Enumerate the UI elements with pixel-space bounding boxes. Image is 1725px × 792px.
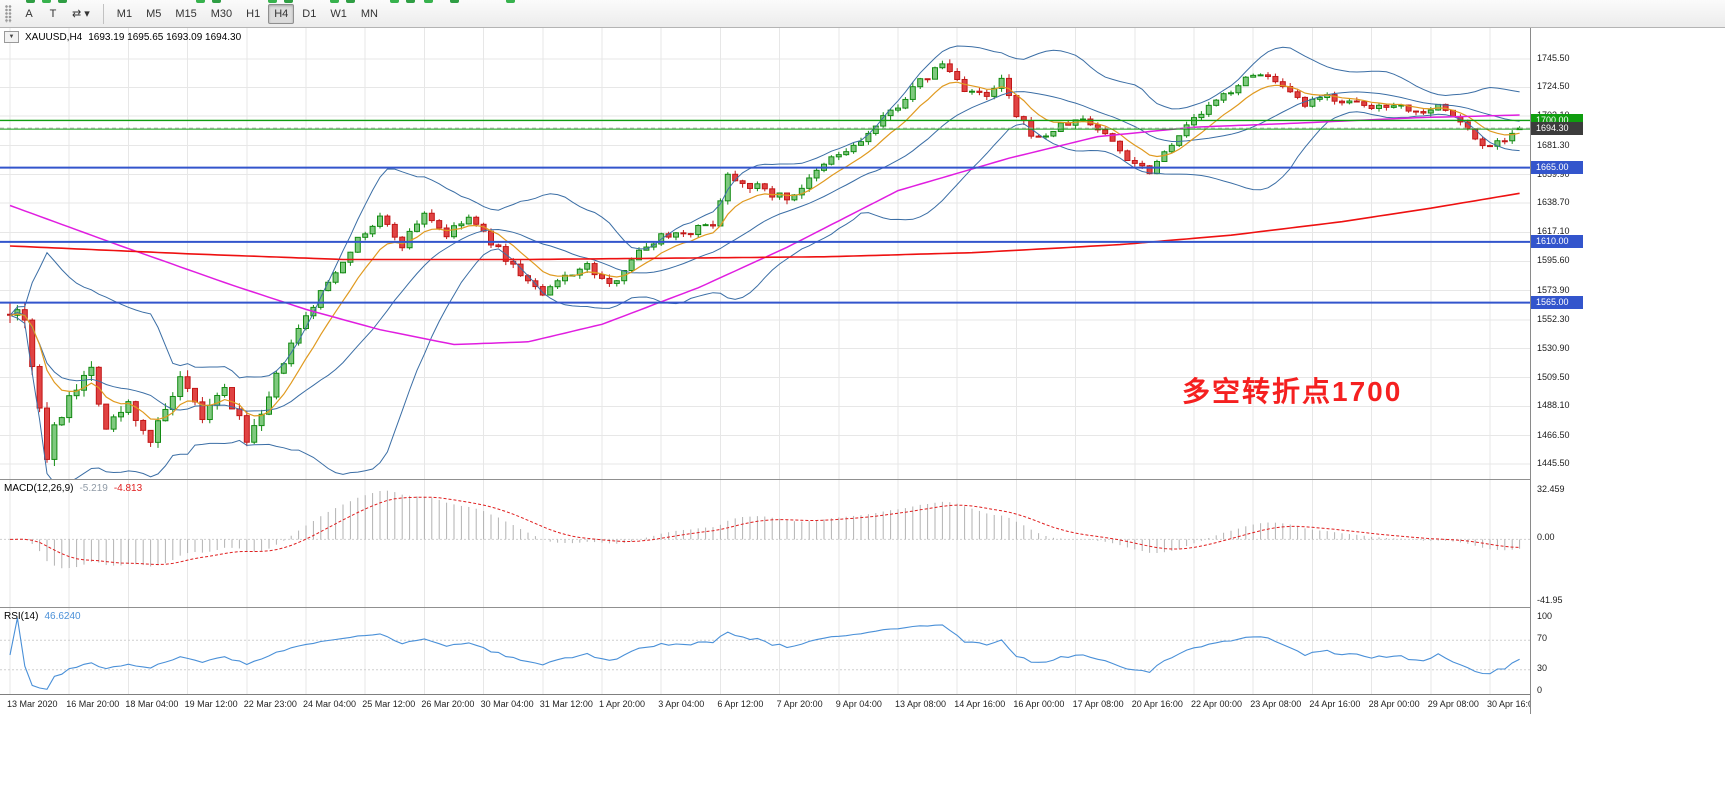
price-axis-column[interactable]: 1745.501724.501703.101681.301659.901638.… [1530,28,1725,714]
timeframe-button-h4[interactable]: H4 [268,3,295,24]
chart-header: ▼ XAUUSD,H4 1693.19 1695.65 1693.09 1694… [4,31,241,43]
time-axis-label: 24 Mar 04:00 [303,699,357,709]
time-axis-label: 29 Apr 08:00 [1427,699,1479,709]
price-axis-label: 1573.90 [1537,284,1570,295]
time-axis-label: 16 Mar 20:00 [66,699,120,709]
rsi-label: RSI(14) [4,611,39,622]
text-label-tool-button[interactable]: A [18,4,40,24]
price-axis-label: 1745.50 [1537,53,1570,63]
chart-symbol-label: XAUUSD,H4 [25,31,83,43]
rsi-header: RSI(14) 46.6240 [4,611,81,622]
time-axis-label: 30 Mar 04:00 [480,699,534,709]
time-axis-label: 19 Mar 12:00 [184,699,238,709]
macd-label: MACD(12,26,9) [4,483,74,494]
price-chart-canvas[interactable] [0,28,1530,479]
price-axis-label: 1552.30 [1537,313,1570,324]
time-axis-label: 26 Mar 20:00 [421,699,475,709]
time-axis-label: 23 Apr 08:00 [1250,699,1302,709]
price-axis-label: 1617.10 [1537,226,1570,237]
rsi-axis-label: 0 [1537,685,1543,695]
time-axis-label: 18 Mar 04:00 [125,699,179,709]
time-axis-label: 20 Apr 16:00 [1131,699,1183,709]
timeframe-button-m1[interactable]: M1 [111,4,138,24]
time-axis-label: 16 Apr 00:00 [1013,699,1065,709]
price-axis-label: 1509.50 [1537,371,1570,382]
toolbar: A T ⇄ ▾ M1 M5 M15 M30 H1 H4 D1 W1 MN [0,0,1725,28]
price-axis-label: 1530.90 [1537,342,1570,353]
time-axis-label: 30 Apr 16:00 [1487,699,1539,709]
timeframe-button-m5[interactable]: M5 [140,4,167,24]
macd-signal-value: -4.813 [113,483,143,494]
rsi-canvas[interactable] [0,608,1530,695]
macd-axis-label: 0.00 [1537,532,1555,543]
price-axis-label: 1595.60 [1537,255,1570,266]
price-axis-label: 1724.50 [1537,81,1570,92]
time-axis-label: 13 Apr 08:00 [895,699,947,709]
timeframe-button-mn[interactable]: MN [355,4,384,24]
time-axis-label: 7 Apr 20:00 [776,699,823,709]
time-axis-label: 25 Mar 12:00 [362,699,416,709]
chart-dropdown-icon[interactable]: ▼ [4,31,19,43]
macd-panel[interactable]: MACD(12,26,9) -5.219 -4.813 [0,479,1530,608]
time-axis-label: 6 Apr 12:00 [717,699,764,709]
time-axis-label: 22 Mar 23:00 [243,699,297,709]
time-axis-label: 24 Apr 16:00 [1309,699,1361,709]
rsi-axis-label: 100 [1537,611,1553,621]
time-axis[interactable]: 13 Mar 2020 16 Mar 20:00 18 Mar 04:00 19 Ma… [0,694,1538,714]
timeframe-button-h1[interactable]: H1 [240,4,266,24]
timeframe-bar: M1 M5 M15 M30 H1 H4 D1 W1 MN [110,3,385,24]
level-price-badge: 1565.00 [1531,296,1583,310]
time-axis-label: 9 Apr 04:00 [835,699,882,709]
macd-canvas[interactable] [0,480,1530,608]
toolbar-separator [102,3,104,24]
timeframe-button-d1[interactable]: D1 [296,4,322,24]
price-axis-label: 1445.50 [1537,458,1570,468]
rsi-axis-label: 70 [1537,633,1548,644]
chart-ohlc-values: 1693.19 1695.65 1693.09 1694.30 [88,31,242,43]
toolbar-grip[interactable] [5,4,12,23]
time-axis-label: 3 Apr 04:00 [658,699,705,709]
arrange-tool-button[interactable]: ⇄ ▾ [66,4,96,24]
level-price-badge: 1665.00 [1531,161,1583,175]
rsi-panel[interactable]: RSI(14) 46.6240 [0,607,1530,695]
macd-axis-label: 32.459 [1537,483,1565,494]
time-axis-label: 1 Apr 20:00 [599,699,646,709]
price-chart-panel[interactable]: ▼ XAUUSD,H4 1693.19 1695.65 1693.09 1694… [0,28,1530,479]
level-price-badge: 1610.00 [1531,235,1583,249]
timeframe-button-m30[interactable]: M30 [205,4,238,24]
macd-header: MACD(12,26,9) -5.219 -4.813 [4,483,142,494]
time-axis-label: 31 Mar 12:00 [539,699,593,709]
price-axis-label: 1466.50 [1537,429,1570,440]
macd-axis-label: -41.95 [1537,594,1563,605]
time-axis-label: 28 Apr 00:00 [1368,699,1420,709]
rsi-value: 46.6240 [44,611,81,622]
price-axis-label: 1638.70 [1537,197,1570,208]
time-axis-label: 13 Mar 2020 [7,699,58,709]
time-axis-label: 17 Apr 08:00 [1072,699,1124,709]
chart-annotation-text[interactable]: 多空转折点1700 [1182,376,1403,407]
macd-main-value: -5.219 [79,483,108,494]
price-axis-label: 1488.10 [1537,400,1570,411]
time-axis-label: 14 Apr 16:00 [954,699,1006,709]
time-axis-label: 22 Apr 00:00 [1191,699,1243,709]
price-axis-label: 1681.30 [1537,139,1570,150]
rsi-axis-label: 30 [1537,662,1548,673]
timeframe-button-w1[interactable]: W1 [324,4,353,24]
timeframe-button-m15[interactable]: M15 [169,4,202,24]
current-price-badge: 1694.30 [1531,121,1583,135]
text-tool-button[interactable]: T [42,4,64,24]
